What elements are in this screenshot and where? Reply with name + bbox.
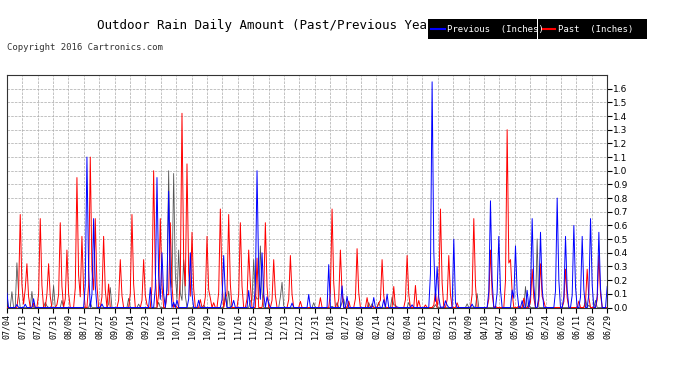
Text: Copyright 2016 Cartronics.com: Copyright 2016 Cartronics.com xyxy=(7,43,163,52)
Text: Outdoor Rain Daily Amount (Past/Previous Year) 20160704: Outdoor Rain Daily Amount (Past/Previous… xyxy=(97,19,510,32)
Text: Past  (Inches): Past (Inches) xyxy=(558,25,633,34)
Text: Previous  (Inches): Previous (Inches) xyxy=(447,25,544,34)
